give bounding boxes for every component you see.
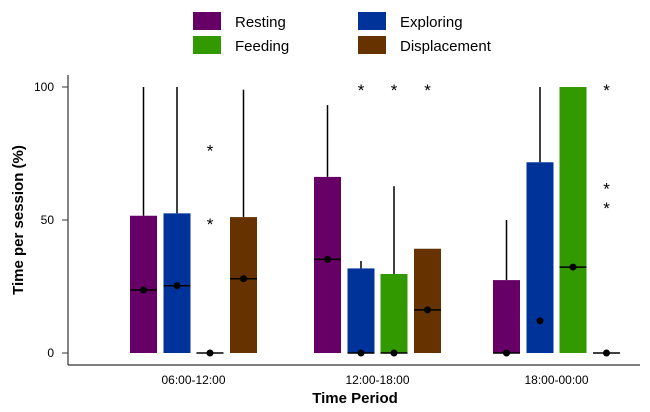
- box-feeding-2: [559, 87, 587, 353]
- mean-dot: [173, 282, 181, 290]
- box-displacement-0: [230, 89, 257, 353]
- x-axis-title: Time Period: [312, 390, 398, 407]
- box-displacement-2: ***: [593, 81, 620, 357]
- mean-dot: [503, 349, 510, 357]
- legend-label-displacement: Displacement: [400, 38, 492, 55]
- box-resting-1: [314, 105, 341, 353]
- outlier-star: *: [603, 81, 610, 100]
- mean-dot: [140, 286, 147, 294]
- mean-dot: [424, 306, 431, 314]
- legend: Resting Exploring Feeding Displacement: [193, 12, 492, 55]
- x-tick-label: 12:00-18:00: [345, 373, 409, 387]
- box: [130, 215, 157, 353]
- outlier-star: *: [603, 180, 610, 199]
- outlier-star: *: [391, 81, 398, 100]
- mean-dot: [357, 349, 365, 357]
- y-tick-label: 0: [47, 346, 54, 360]
- mean-dot: [390, 349, 398, 357]
- x-tick-label: 06:00-12:00: [161, 373, 225, 387]
- legend-label-feeding: Feeding: [235, 38, 289, 55]
- box-exploring-2: [526, 87, 554, 353]
- y-axis-title: Time per session (%): [10, 145, 27, 295]
- outlier-star: *: [207, 141, 214, 160]
- mean-dot: [603, 349, 610, 357]
- outlier-star: *: [358, 81, 365, 100]
- mean-dot: [569, 263, 577, 271]
- box-resting-0: [130, 87, 157, 353]
- box-exploring-1: *: [347, 81, 375, 357]
- outlier-star: *: [424, 81, 431, 100]
- mean-dot: [324, 255, 331, 263]
- legend-swatch-exploring: [358, 12, 386, 30]
- legend-label-exploring: Exploring: [400, 14, 463, 31]
- legend-label-resting: Resting: [235, 14, 286, 31]
- x-tick-label: 18:00-00:00: [524, 373, 588, 387]
- mean-dot: [206, 349, 214, 357]
- box-feeding-1: *: [380, 81, 408, 357]
- box-feeding-0: **: [196, 141, 224, 357]
- box: [347, 268, 375, 353]
- y-tick-label: 50: [41, 213, 55, 227]
- outlier-star: *: [207, 215, 214, 234]
- mean-dot: [240, 275, 247, 283]
- legend-swatch-feeding: [193, 36, 221, 54]
- box-resting-2: [493, 220, 520, 357]
- box: [314, 176, 341, 353]
- mean-dot: [536, 317, 544, 325]
- box: [380, 273, 408, 353]
- box: [230, 217, 257, 353]
- legend-swatch-resting: [193, 12, 221, 30]
- y-tick-label: 100: [34, 80, 54, 94]
- axes: 0 50 100 06:00-12:00 12:00-18:00 18:00-00:00: [34, 75, 640, 387]
- legend-swatch-displacement: [358, 36, 386, 54]
- box: [493, 280, 520, 353]
- box: [526, 162, 554, 353]
- box-displacement-1: *: [414, 81, 441, 353]
- plot-marks: **** * ***: [130, 81, 620, 357]
- outlier-star: *: [603, 199, 610, 218]
- box: [559, 87, 587, 353]
- box: [414, 248, 441, 353]
- box-exploring-0: [163, 87, 191, 353]
